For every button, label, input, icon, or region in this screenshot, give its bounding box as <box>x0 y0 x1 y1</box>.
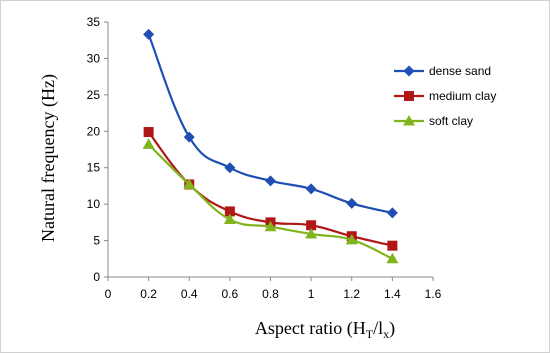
data-point <box>183 178 196 189</box>
data-point <box>224 162 236 174</box>
x-tick-label: 1 <box>308 287 315 301</box>
data-point <box>305 228 318 239</box>
legend-marker <box>403 115 415 126</box>
data-point <box>265 175 276 187</box>
x-tick-label: 1.2 <box>343 287 360 301</box>
data-point <box>142 138 155 149</box>
legend-label: soft clay <box>429 114 473 128</box>
data-point <box>345 233 358 245</box>
x-tick-label: 0.8 <box>262 287 279 301</box>
x-axis-title-mid: /l <box>373 318 383 338</box>
series-layer <box>142 28 399 264</box>
data-point <box>183 131 195 143</box>
y-tick-label: 35 <box>87 15 101 29</box>
legend-entry: dense sand <box>394 64 491 78</box>
y-tick-label: 10 <box>87 197 101 211</box>
x-axis-title-sub1: T <box>366 327 374 341</box>
y-tick-label: 20 <box>87 124 101 138</box>
data-point <box>386 207 398 219</box>
y-tick-label: 0 <box>93 270 100 284</box>
y-tick-label: 5 <box>93 234 100 248</box>
legend-label: medium clay <box>429 89 496 103</box>
axes: 0 5 10 15 20 25 30 35 0 0.2 0.4 0.6 0.8 1 1.2 1.4 1.6 <box>87 15 442 301</box>
data-point <box>346 197 358 209</box>
x-axis-title-end: ) <box>389 318 395 339</box>
data-point <box>387 240 398 251</box>
x-axis-title: Aspect ratio (HT/lx) <box>255 318 395 341</box>
y-axis-title: Natural frequency (Hz) <box>38 74 59 242</box>
data-point <box>223 213 236 224</box>
data-point <box>143 28 155 40</box>
legend-entry: soft clay <box>394 114 473 128</box>
legend-entry: medium clay <box>394 89 496 103</box>
series-medium-clay <box>143 127 398 251</box>
x-axis-title-sub2: x <box>383 327 389 341</box>
data-point <box>143 127 154 138</box>
series-dense-sand <box>143 28 398 219</box>
legend-marker <box>404 91 414 101</box>
x-axis-title-main: Aspect ratio (H <box>255 318 366 339</box>
x-tick-label: 1.6 <box>425 287 442 301</box>
x-tick-label: 1.4 <box>384 287 401 301</box>
y-tick-label: 30 <box>87 51 101 65</box>
x-tick-label: 0.6 <box>222 287 239 301</box>
y-tick-label: 25 <box>87 88 101 102</box>
data-point <box>264 220 277 232</box>
legend: dense sand medium clay soft clay <box>394 64 496 128</box>
data-point <box>305 183 317 195</box>
data-point <box>306 220 317 231</box>
x-tick-label: 0.4 <box>181 287 198 301</box>
legend-marker <box>403 65 415 77</box>
y-tick-label: 15 <box>87 161 101 175</box>
x-tick-label: 0 <box>105 287 112 301</box>
legend-label: dense sand <box>429 64 491 78</box>
data-point <box>386 252 399 264</box>
series-soft-clay <box>142 138 399 264</box>
data-point <box>224 206 235 217</box>
x-tick-label: 0.2 <box>140 287 157 301</box>
